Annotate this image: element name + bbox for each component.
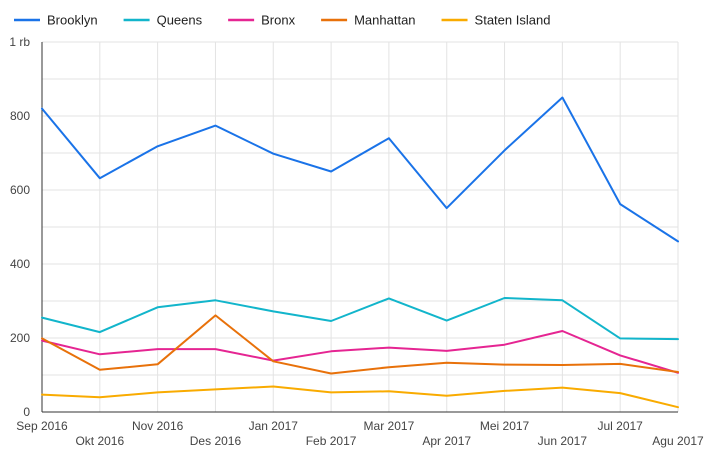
legend-item-bronx[interactable]: Bronx (228, 13, 295, 28)
data-point-queens[interactable] (675, 336, 681, 342)
x-tick-label: Sep 2016 (16, 419, 68, 433)
series-line-queens[interactable] (42, 298, 678, 339)
data-point-brooklyn[interactable] (270, 151, 276, 157)
x-tick-label: Okt 2016 (75, 434, 124, 448)
data-point-staten-island[interactable] (155, 389, 161, 395)
data-point-manhattan[interactable] (559, 362, 565, 368)
x-tick-label: Nov 2016 (132, 419, 184, 433)
x-tick-label: Des 2016 (190, 434, 242, 448)
y-tick-label: 600 (10, 183, 30, 197)
data-point-manhattan[interactable] (212, 312, 218, 318)
data-point-brooklyn[interactable] (212, 123, 218, 129)
x-tick-label: Apr 2017 (422, 434, 471, 448)
data-point-staten-island[interactable] (444, 393, 450, 399)
data-point-queens[interactable] (444, 318, 450, 324)
data-point-manhattan[interactable] (386, 364, 392, 370)
legend-item-brooklyn[interactable]: Brooklyn (14, 13, 98, 28)
axis-layer: 0 200 400 600 800 1 rb Sep 2016 Okt 2016 Nov 201… (9, 35, 704, 448)
data-point-staten-island[interactable] (328, 389, 334, 395)
data-point-bronx[interactable] (617, 352, 623, 358)
legend-item-staten-island[interactable]: Staten Island (442, 13, 551, 28)
data-point-bronx[interactable] (502, 342, 508, 348)
data-point-brooklyn[interactable] (675, 238, 681, 244)
data-point-bronx[interactable] (386, 345, 392, 351)
data-point-queens[interactable] (617, 335, 623, 341)
data-point-bronx[interactable] (97, 351, 103, 357)
data-point-brooklyn[interactable] (39, 106, 45, 112)
data-point-queens[interactable] (39, 315, 45, 321)
series-line-staten-island[interactable] (42, 387, 678, 408)
data-point-queens[interactable] (270, 308, 276, 314)
legend-label: Brooklyn (47, 13, 98, 28)
data-point-queens[interactable] (212, 297, 218, 303)
data-point-queens[interactable] (559, 297, 565, 303)
data-point-manhattan[interactable] (270, 358, 276, 364)
legend-label: Queens (157, 13, 203, 28)
data-point-brooklyn[interactable] (386, 135, 392, 141)
data-point-brooklyn[interactable] (328, 169, 334, 175)
y-tick-label: 1 rb (9, 35, 30, 49)
series-line-manhattan[interactable] (42, 315, 678, 373)
data-point-staten-island[interactable] (617, 390, 623, 396)
data-point-manhattan[interactable] (444, 360, 450, 366)
data-point-queens[interactable] (328, 318, 334, 324)
data-point-brooklyn[interactable] (97, 175, 103, 181)
x-tick-label: Jun 2017 (538, 434, 588, 448)
x-tick-label: Mar 2017 (364, 419, 415, 433)
x-tick-label: Mei 2017 (480, 419, 530, 433)
data-point-bronx[interactable] (212, 346, 218, 352)
legend-item-queens[interactable]: Queens (124, 13, 203, 28)
data-point-queens[interactable] (97, 329, 103, 335)
data-point-staten-island[interactable] (270, 383, 276, 389)
data-point-staten-island[interactable] (212, 386, 218, 392)
data-point-manhattan[interactable] (97, 367, 103, 373)
data-point-manhattan[interactable] (502, 362, 508, 368)
legend-label: Manhattan (354, 13, 415, 28)
data-point-queens[interactable] (502, 295, 508, 301)
data-point-brooklyn[interactable] (617, 201, 623, 207)
data-point-brooklyn[interactable] (502, 147, 508, 153)
legend: Brooklyn Queens Bronx Manhattan Staten Islan… (14, 13, 550, 28)
data-point-staten-island[interactable] (97, 394, 103, 400)
x-tick-label: Jan 2017 (249, 419, 299, 433)
legend-label: Staten Island (475, 13, 551, 28)
x-tick-label: Agu 2017 (652, 434, 704, 448)
data-point-staten-island[interactable] (386, 388, 392, 394)
data-point-bronx[interactable] (559, 328, 565, 334)
data-point-manhattan[interactable] (155, 361, 161, 367)
y-tick-label: 200 (10, 331, 30, 345)
data-point-bronx[interactable] (328, 348, 334, 354)
data-point-manhattan[interactable] (675, 369, 681, 375)
series-line-brooklyn[interactable] (42, 98, 678, 242)
x-tick-label: Feb 2017 (306, 434, 357, 448)
legend-label: Bronx (261, 13, 295, 28)
data-point-brooklyn[interactable] (444, 205, 450, 211)
data-point-staten-island[interactable] (675, 404, 681, 410)
data-point-bronx[interactable] (155, 346, 161, 352)
data-point-queens[interactable] (155, 304, 161, 310)
data-point-manhattan[interactable] (328, 371, 334, 377)
data-point-queens[interactable] (386, 295, 392, 301)
y-tick-label: 400 (10, 257, 30, 271)
x-tick-label: Jul 2017 (597, 419, 643, 433)
data-point-brooklyn[interactable] (559, 95, 565, 101)
data-point-staten-island[interactable] (39, 392, 45, 398)
y-tick-label: 0 (23, 405, 30, 419)
grid-layer (42, 42, 678, 412)
data-point-bronx[interactable] (444, 348, 450, 354)
data-point-staten-island[interactable] (502, 388, 508, 394)
legend-item-manhattan[interactable]: Manhattan (321, 13, 415, 28)
data-point-manhattan[interactable] (617, 361, 623, 367)
data-point-manhattan[interactable] (39, 335, 45, 341)
series-layer (39, 95, 681, 411)
data-point-staten-island[interactable] (559, 385, 565, 391)
data-point-brooklyn[interactable] (155, 143, 161, 149)
y-tick-label: 800 (10, 109, 30, 123)
